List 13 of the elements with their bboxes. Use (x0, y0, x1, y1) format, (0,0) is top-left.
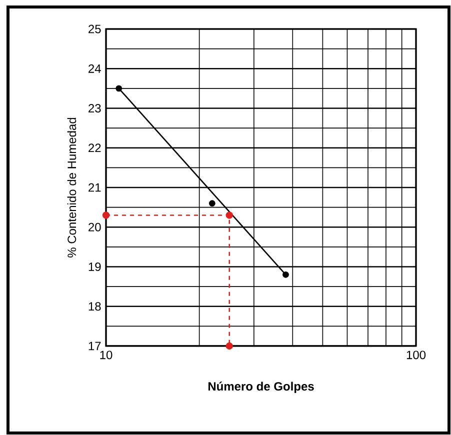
y-axis-title: % Contenido de Humedad (67, 118, 76, 258)
x-tick-label: 100 (406, 350, 426, 360)
y-tick-label: 22 (88, 144, 101, 152)
y-tick-label: 20 (88, 222, 101, 232)
y-tick-label: 19 (88, 262, 101, 271)
y-tick-label: 23 (88, 104, 101, 113)
y-tick-label: 21 (88, 183, 101, 192)
y-tick-label: 17 (88, 342, 101, 350)
x-axis-title: Número de Golpes (208, 382, 314, 393)
y-tick-label: 18 (88, 302, 101, 311)
x-tick-label: 10 (100, 350, 112, 360)
y-tick-label: 24 (88, 64, 101, 73)
y-tick-label: 25 (88, 24, 101, 34)
